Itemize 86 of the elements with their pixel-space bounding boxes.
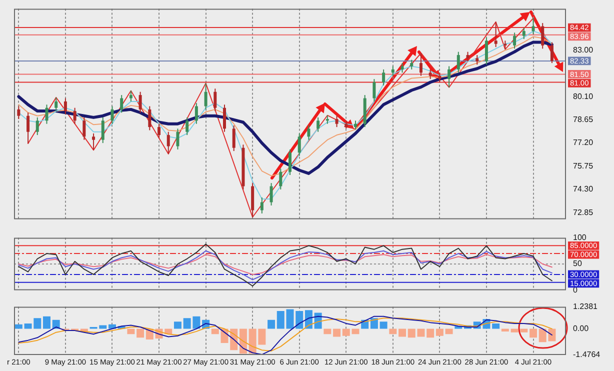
candlestick xyxy=(279,168,282,190)
candlestick xyxy=(428,68,432,80)
candlestick xyxy=(335,115,338,128)
bar xyxy=(211,328,219,334)
candlestick xyxy=(186,116,189,136)
candlestick xyxy=(64,98,67,115)
candlestick xyxy=(82,116,86,140)
candlestick xyxy=(307,124,310,140)
candlestick xyxy=(176,128,180,150)
bar xyxy=(136,328,144,338)
bar xyxy=(333,328,341,337)
bar xyxy=(389,328,397,334)
candlestick xyxy=(251,182,254,218)
y-tick-label: 0.00 xyxy=(573,324,590,333)
candlestick xyxy=(26,112,30,144)
bar xyxy=(436,328,444,336)
bar xyxy=(380,322,388,329)
y-tick-label: 72.85 xyxy=(573,208,594,217)
candlestick xyxy=(288,148,292,176)
y-tick-label: 1.2381 xyxy=(573,302,598,312)
candlestick xyxy=(484,36,488,66)
candlestick xyxy=(372,78,376,102)
bar xyxy=(492,323,500,329)
bar xyxy=(174,322,182,329)
candlestick xyxy=(110,106,114,124)
y-tick-label: 78.65 xyxy=(573,115,594,124)
candlestick xyxy=(45,104,48,124)
bar xyxy=(296,311,304,329)
candlestick xyxy=(382,68,386,86)
bar xyxy=(426,328,434,338)
bar xyxy=(268,320,276,329)
candlestick xyxy=(232,124,236,152)
y-tick-label: 100 xyxy=(573,233,587,242)
candlestick xyxy=(513,32,516,50)
candlestick xyxy=(298,132,301,156)
candlestick xyxy=(456,51,460,74)
candlestick xyxy=(36,116,39,136)
candlestick xyxy=(204,82,208,110)
bar xyxy=(501,328,509,332)
candlestick xyxy=(466,51,470,62)
candlestick xyxy=(476,54,479,66)
bar xyxy=(398,328,406,337)
bar xyxy=(324,328,332,334)
bar xyxy=(43,316,50,329)
candlestick xyxy=(158,123,161,139)
candlestick xyxy=(101,116,104,144)
candlestick xyxy=(17,106,20,120)
candlestick xyxy=(129,90,132,102)
candlestick xyxy=(550,42,554,64)
candlestick xyxy=(419,52,422,76)
candlestick xyxy=(448,66,451,88)
y-tick-label: 77.20 xyxy=(573,138,594,148)
candlestick xyxy=(494,21,498,48)
bar xyxy=(445,328,453,334)
candlestick xyxy=(166,131,170,154)
candlestick xyxy=(138,91,142,114)
candlestick xyxy=(522,27,526,40)
candlestick xyxy=(120,94,124,114)
candlestick xyxy=(391,66,394,76)
candlestick xyxy=(148,106,152,131)
y-tick-label: 80.10 xyxy=(573,92,594,101)
candlestick xyxy=(532,18,535,35)
candlestick xyxy=(73,107,76,124)
y-tick-label: 50 xyxy=(573,259,582,268)
candlestick xyxy=(54,96,58,112)
candlestick xyxy=(194,102,198,124)
y-tick-label: 83.00 xyxy=(573,45,594,54)
bar xyxy=(370,318,378,329)
candlestick xyxy=(92,132,96,151)
candlestick xyxy=(400,62,404,74)
bar xyxy=(530,328,537,338)
candlestick xyxy=(410,59,414,70)
bar xyxy=(276,311,284,329)
candlestick xyxy=(270,182,273,206)
bar xyxy=(14,324,22,329)
candlestick xyxy=(541,22,544,50)
y-tick-label: -1.4764 xyxy=(573,350,601,360)
candlestick xyxy=(438,72,442,83)
candlestick xyxy=(316,116,320,132)
y-tick-label: 75.75 xyxy=(573,161,594,170)
y-tick-label: 74.30 xyxy=(573,184,594,194)
bar xyxy=(127,328,135,334)
bar xyxy=(286,309,294,329)
candlestick xyxy=(223,104,226,132)
candlestick xyxy=(260,196,264,214)
candlestick xyxy=(214,88,217,112)
